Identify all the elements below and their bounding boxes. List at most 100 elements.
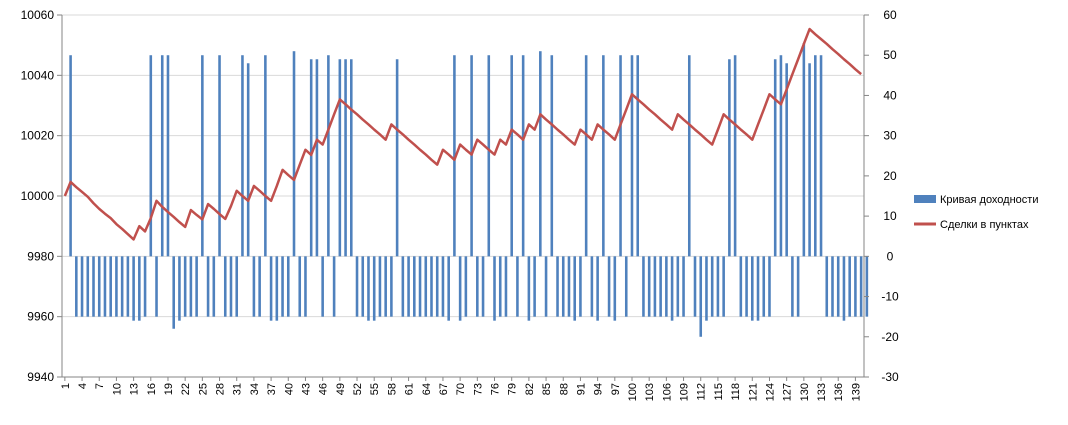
bar [292,51,296,257]
bar [138,256,141,321]
bar [481,256,485,317]
bar [739,256,743,317]
right-tick-label: 30 [883,129,897,143]
bar [355,256,359,317]
bar [808,63,811,257]
bar [390,256,393,317]
bar [344,59,347,257]
bar [441,256,445,317]
bar [80,256,84,317]
bar [149,55,153,257]
bar [779,55,783,257]
bar [332,256,336,317]
bar [590,256,594,317]
bar [384,256,387,317]
bar [458,256,462,321]
left-tick-label: 10000 [21,189,55,203]
bar [710,256,714,317]
bar [756,256,760,321]
bar [75,256,78,317]
bar [143,256,147,317]
x-tick-label: 34 [249,383,261,395]
bar [613,256,617,321]
bar [802,43,806,257]
x-tick-label: 76 [490,383,502,395]
right-tick-label: -10 [881,290,899,304]
bar [361,256,365,317]
bar [728,59,731,257]
bar [413,256,416,317]
bar [183,256,187,317]
left-tick-label: 10040 [21,68,55,82]
bar [269,256,273,321]
bar [132,256,135,321]
x-tick-label: 1 [60,383,72,389]
bar [848,256,851,317]
x-tick-label: 61 [404,383,416,395]
bar [716,256,720,317]
bar [624,256,628,317]
x-tick-label: 112 [696,383,708,401]
bar [367,256,370,321]
bar [527,256,531,321]
bar [504,256,508,317]
bar [229,256,233,317]
bar [252,256,256,317]
bar [544,256,548,317]
bar [126,256,130,317]
bar [395,59,399,257]
bar-series [69,43,869,337]
bar [670,256,674,321]
bar [241,55,244,257]
bar [258,256,261,317]
bar [281,256,284,317]
x-tick-label: 67 [438,383,450,395]
x-tick-label: 46 [318,383,330,395]
bar [264,55,267,257]
x-tick-label: 79 [507,383,519,395]
left-axis: 9940 9960 9980 10000 10020 10040 10060 [21,8,62,384]
bar [791,256,794,317]
bar [831,256,834,317]
bar [773,59,777,257]
bar [579,256,582,317]
bar [676,256,680,317]
x-tick-label: 64 [421,383,433,395]
right-tick-label: 20 [883,169,897,183]
bar [814,55,817,257]
bar [92,256,95,317]
bar [619,55,622,257]
x-tick-label: 106 [661,383,673,401]
x-tick-label: 88 [558,383,570,395]
x-tick-label: 127 [782,383,794,401]
bar [304,256,307,317]
bar [275,256,279,321]
bar [430,256,433,317]
bar [309,59,313,257]
bar [539,51,542,257]
x-tick-label: 10 [111,383,123,395]
x-tick-label: 82 [524,383,536,395]
bar [476,256,479,317]
x-tick-label: 31 [232,383,244,395]
x-tick-label: 109 [679,383,691,401]
x-tick-label: 73 [472,383,484,395]
right-tick-label: -30 [881,370,899,384]
bar [653,256,657,317]
bar [498,256,502,317]
bar [607,256,611,317]
bar [109,256,112,317]
right-axis: -30 -20 -10 0 10 20 30 40 50 60 [864,8,899,384]
x-tick-label: 40 [283,383,295,395]
bar [865,256,869,317]
bar [206,256,210,317]
bar [751,256,754,321]
right-tick-label: 0 [887,249,894,263]
bar [567,256,571,317]
bar [418,256,422,317]
x-tick-label: 118 [730,383,742,401]
bar [550,55,554,257]
x-tick-label: 115 [713,383,725,401]
bar [836,256,840,317]
